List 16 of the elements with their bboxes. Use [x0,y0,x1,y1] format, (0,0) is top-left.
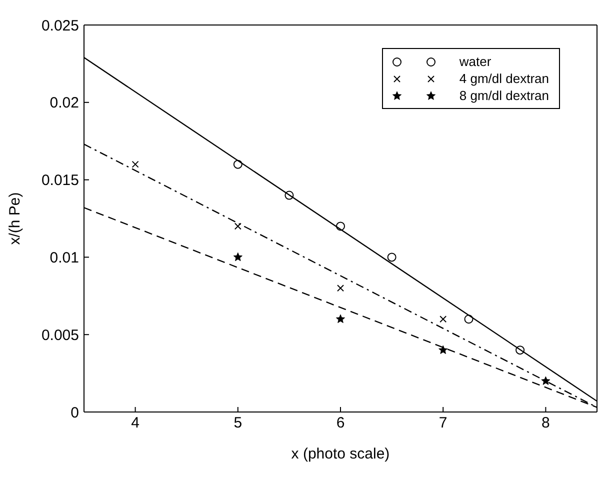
legend-label: water [459,54,492,69]
legend-label: 8 gm/dl dextran [459,88,549,103]
x-tick-label: 4 [131,414,140,432]
x-tick-label: 8 [542,414,550,432]
y-tick-label: 0.02 [50,94,79,112]
y-tick-label: 0.025 [41,17,79,34]
legend-label: 4 gm/dl dextran [459,71,549,86]
y-tick-label: 0.015 [41,172,79,190]
x-tick-label: 7 [438,414,448,432]
y-tick-label: 0.01 [50,250,79,267]
x-tick-label: 5 [234,414,242,432]
y-axis-title: x/(h Pe) [6,192,24,245]
x-tick-label: 6 [336,414,345,432]
y-tick-label: 0 [70,404,79,422]
y-tick-label: 0.005 [41,326,79,344]
x-axis-title: x (photo scale) [291,446,390,463]
